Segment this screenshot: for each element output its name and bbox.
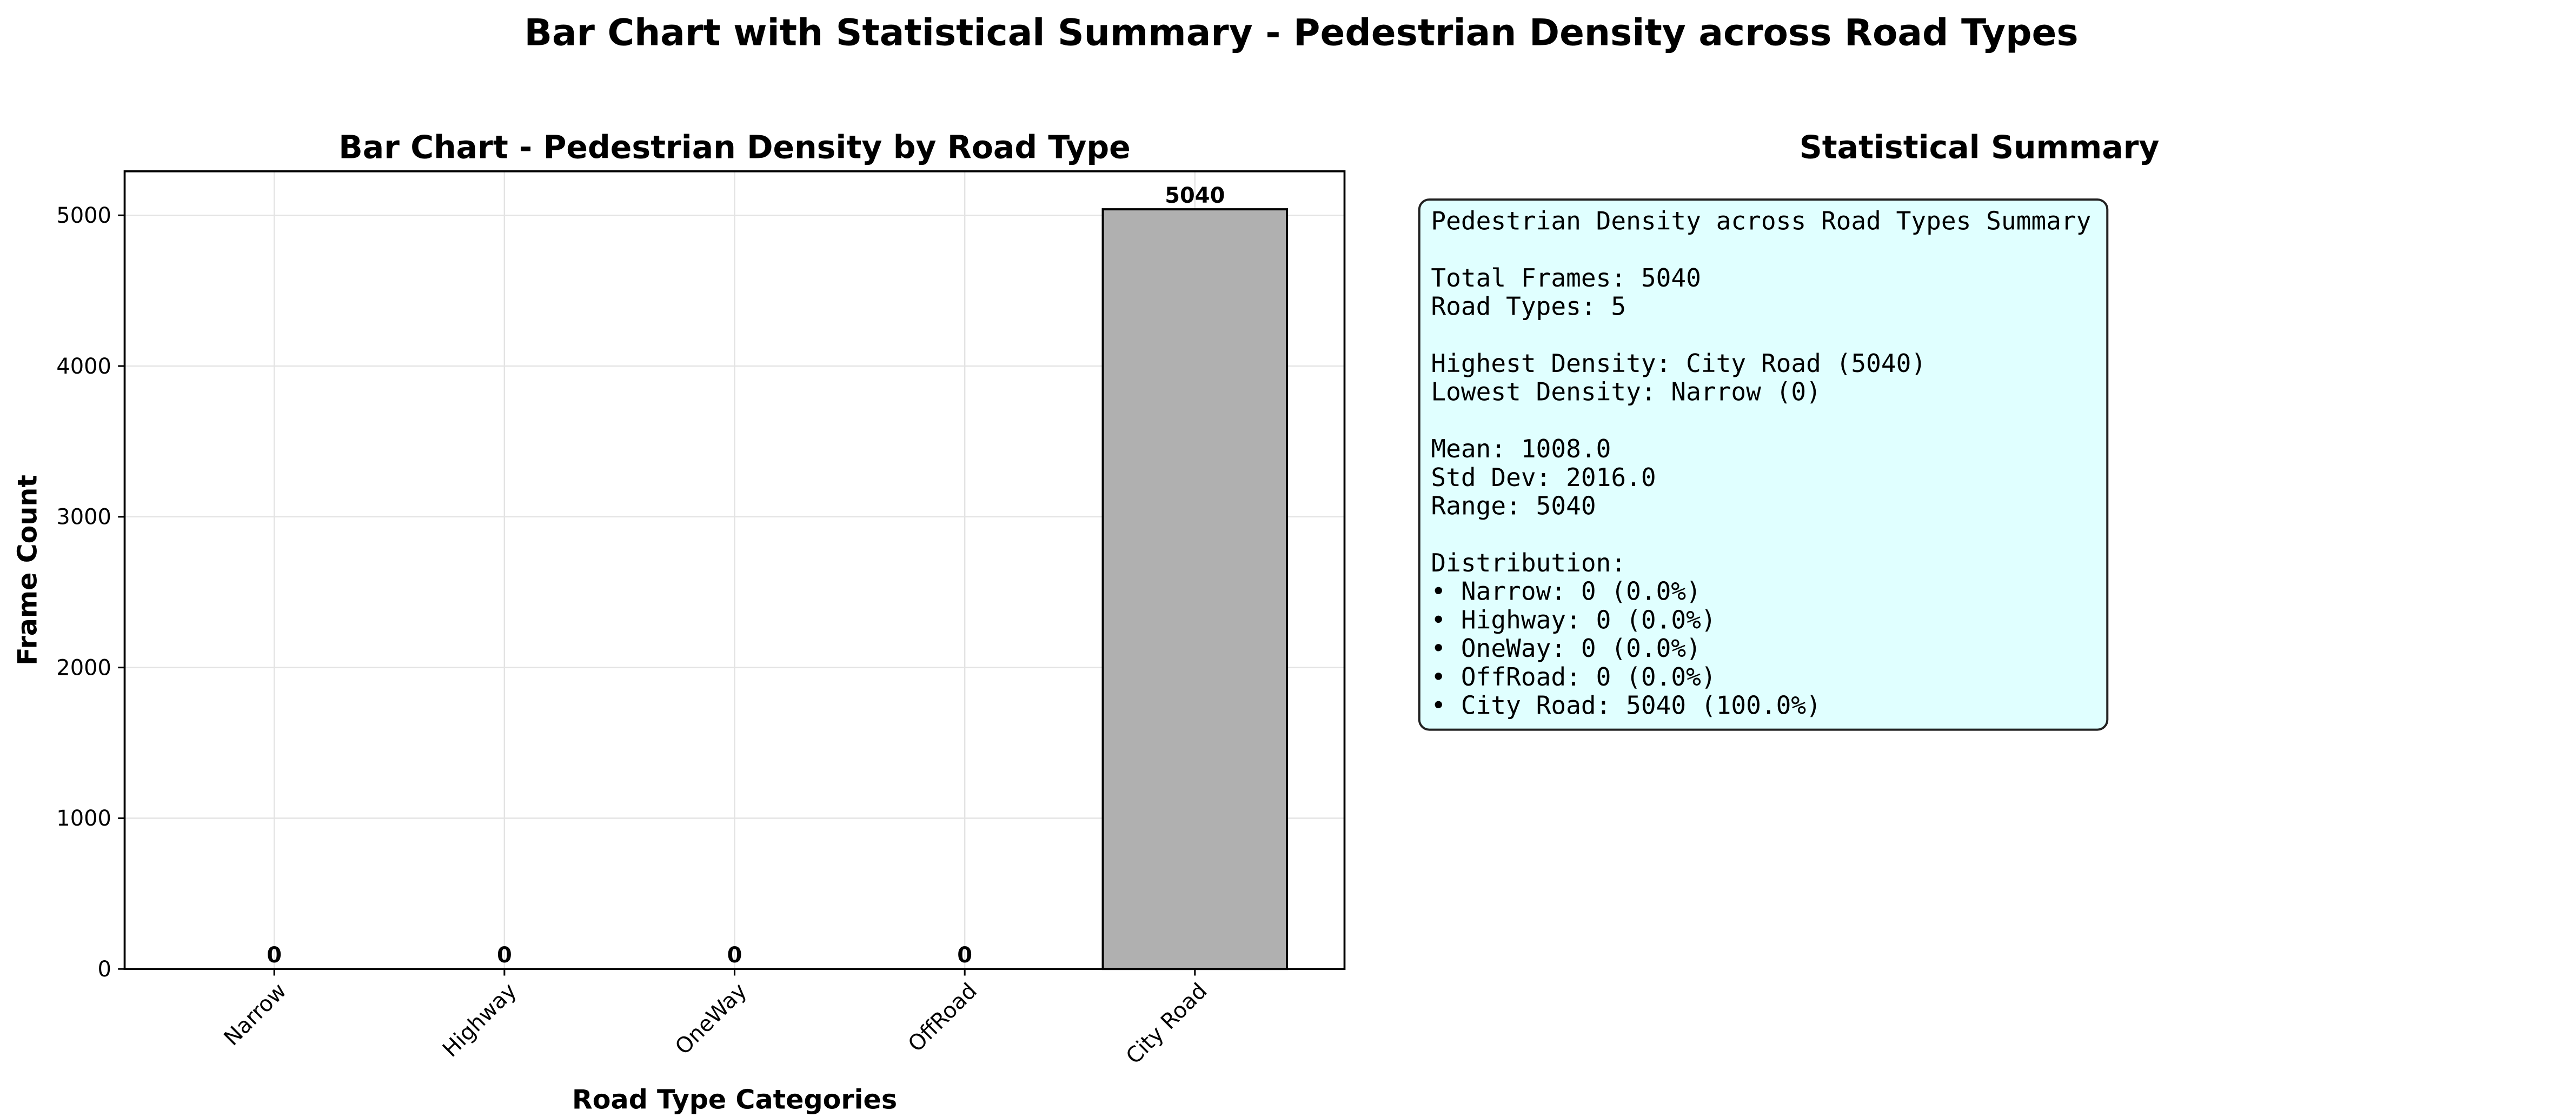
bar-value-label: 0 <box>267 943 282 968</box>
x-tick-label: OffRoad <box>904 979 982 1057</box>
y-tick-label: 2000 <box>56 655 111 680</box>
y-tick-label: 5000 <box>56 203 111 228</box>
summary-line: • Narrow: 0 (0.0%) <box>1431 577 1701 606</box>
summary-line: Distribution: <box>1431 548 1626 577</box>
chart-title: Bar Chart - Pedestrian Density by Road T… <box>338 129 1131 165</box>
summary-line: Std Dev: 2016.0 <box>1431 463 1656 492</box>
bar <box>1101 208 1289 970</box>
figure-title: Bar Chart with Statistical Summary - Ped… <box>525 11 2079 54</box>
x-axis-label: Road Type Categories <box>572 1083 897 1115</box>
summary-line: Lowest Density: Narrow (0) <box>1431 377 1821 407</box>
summary-line: Range: 5040 <box>1431 491 1596 521</box>
y-tick-label: 0 <box>98 957 111 982</box>
summary-line: • Highway: 0 (0.0%) <box>1431 605 1716 634</box>
summary-title: Statistical Summary <box>1800 129 2160 165</box>
summary-line: Pedestrian Density across Road Types Sum… <box>1431 206 2091 235</box>
summary-line: Highest Density: City Road (5040) <box>1431 349 1926 378</box>
x-tick-label: City Road <box>1121 979 1212 1069</box>
y-tick-label: 3000 <box>56 505 111 530</box>
y-tick-label: 4000 <box>56 354 111 379</box>
plot-frame <box>123 170 1346 970</box>
summary-line: • OneWay: 0 (0.0%) <box>1431 634 1701 663</box>
summary-line: • City Road: 5040 (100.0%) <box>1431 691 1821 720</box>
y-axis-label: Frame Count <box>12 475 43 666</box>
bar-value-label: 0 <box>957 943 972 968</box>
summary-line: • OffRoad: 0 (0.0%) <box>1431 662 1716 692</box>
x-tick-label: Highway <box>438 979 522 1062</box>
x-tick-label: OneWay <box>670 979 752 1060</box>
summary-line: Road Types: 5 <box>1431 292 1626 321</box>
bar-value-label: 5040 <box>1165 183 1225 208</box>
summary-line: Mean: 1008.0 <box>1431 434 1611 463</box>
x-tick-label: Narrow <box>219 979 291 1050</box>
summary-line: Total Frames: 5040 <box>1431 263 1701 292</box>
bar-value-label: 0 <box>727 943 742 968</box>
bar-value-label: 0 <box>497 943 512 968</box>
y-tick-label: 1000 <box>56 806 111 831</box>
summary-box <box>1418 198 2109 731</box>
